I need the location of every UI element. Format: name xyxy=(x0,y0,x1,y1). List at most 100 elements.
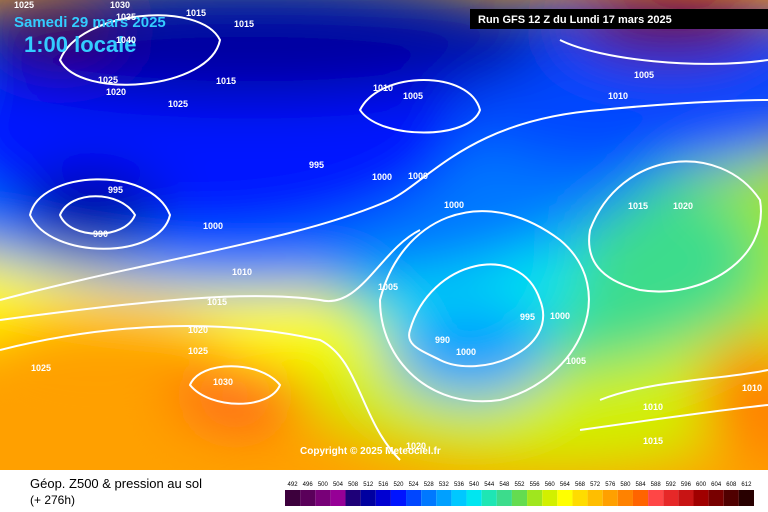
color-legend: 492 496 500 504 508 512 516 520 524 528 532 536 540 5… xyxy=(285,482,754,506)
legend-swatch xyxy=(315,490,331,506)
isobar-label: 1005 xyxy=(403,91,423,101)
legend-swatch xyxy=(663,490,679,506)
isobar-label: 1010 xyxy=(373,83,393,93)
legend-swatch xyxy=(345,490,361,506)
isobar-label: 1000 xyxy=(408,171,428,181)
legend-label: 612 xyxy=(741,482,752,488)
legend-label: 608 xyxy=(726,482,737,488)
isobar-label: 1000 xyxy=(456,347,476,357)
isobar-label: 1030 xyxy=(213,377,233,387)
legend-swatch xyxy=(632,490,649,506)
isobar-label: 1010 xyxy=(608,91,628,101)
legend-label: 500 xyxy=(318,482,329,488)
legend-swatch xyxy=(466,490,482,506)
isobar-labels: 1025 1030 1035 1040 1015 1015 1025 1020 1025 1015… xyxy=(14,0,762,451)
isobar-label: 995 xyxy=(520,312,535,322)
isobar-label: 1025 xyxy=(188,346,208,356)
isobar-label: 995 xyxy=(108,185,123,195)
legend-label: 496 xyxy=(303,482,314,488)
legend-label: 580 xyxy=(620,482,631,488)
isobars xyxy=(0,14,768,461)
isobar-label: 1020 xyxy=(673,201,693,211)
isobar-label: 1000 xyxy=(550,311,570,321)
legend-label: 572 xyxy=(590,482,601,488)
legend-label: 552 xyxy=(514,482,525,488)
time: 1:00 locale xyxy=(24,32,137,57)
legend-label: 520 xyxy=(393,482,404,488)
run-info: Run GFS 12 Z du Lundi 17 mars 2025 xyxy=(478,14,672,26)
legend-label: 576 xyxy=(605,482,616,488)
isobar-label: 1025 xyxy=(31,363,51,373)
isobar-label: 1020 xyxy=(106,87,126,97)
legend-swatch xyxy=(436,490,452,506)
legend-swatch xyxy=(481,490,497,506)
isobar-label: 1000 xyxy=(372,172,392,182)
legend-swatch xyxy=(708,490,724,506)
legend-swatch xyxy=(390,490,407,506)
isobar-label: 995 xyxy=(309,160,324,170)
legend-label: 512 xyxy=(363,482,374,488)
isobar-label: 1020 xyxy=(406,441,426,451)
isobar-label: 1025 xyxy=(14,0,34,10)
isobar-label: 1000 xyxy=(444,200,464,210)
legend-swatch xyxy=(375,490,391,506)
legend-swatch xyxy=(617,490,633,506)
legend-label: 532 xyxy=(439,482,450,488)
legend-label: 508 xyxy=(348,482,359,488)
legend-label: 544 xyxy=(484,482,495,488)
isobar-label: 1015 xyxy=(234,19,254,29)
legend-swatch xyxy=(421,490,437,506)
isobar-label: 1005 xyxy=(566,356,586,366)
isobar-label: 1010 xyxy=(232,267,252,277)
isobar-label: 1000 xyxy=(203,221,223,231)
legend-label: 584 xyxy=(636,482,647,488)
legend-label: 564 xyxy=(560,482,571,488)
legend-swatch xyxy=(648,490,664,506)
isobar-label: 1020 xyxy=(188,325,208,335)
footer-title: Géop. Z500 & pression au sol xyxy=(30,476,202,491)
legend-swatch xyxy=(738,490,754,506)
legend-swatch xyxy=(496,490,512,506)
legend-label: 600 xyxy=(696,482,707,488)
legend-swatch xyxy=(678,490,694,506)
isobar-label: 1025 xyxy=(168,99,188,109)
legend-label: 548 xyxy=(499,482,510,488)
copyright: Copyright © 2025 Meteociel.fr xyxy=(300,446,441,457)
isobar-label: 1015 xyxy=(216,76,236,86)
legend-swatch xyxy=(542,490,558,506)
legend-label: 524 xyxy=(409,482,420,488)
legend-label: 556 xyxy=(530,482,541,488)
legend-label: 604 xyxy=(711,482,722,488)
isobar-label: 1015 xyxy=(207,297,227,307)
isobar-label: 990 xyxy=(93,229,108,239)
legend-label: 540 xyxy=(469,482,480,488)
legend-label: 504 xyxy=(333,482,344,488)
isobar-label: 1015 xyxy=(628,201,648,211)
legend-swatch xyxy=(451,490,467,506)
legend-swatch xyxy=(693,490,709,506)
legend-label: 516 xyxy=(378,482,389,488)
legend-swatch xyxy=(406,490,422,506)
legend-swatch xyxy=(285,490,301,506)
legend-label: 588 xyxy=(651,482,662,488)
isobar-label: 1015 xyxy=(643,436,663,446)
legend-swatch xyxy=(587,490,603,506)
legend-label: 592 xyxy=(666,482,677,488)
legend-swatch xyxy=(511,490,528,506)
legend-label: 596 xyxy=(681,482,692,488)
legend-swatch xyxy=(723,490,739,506)
legend-swatch xyxy=(360,490,376,506)
field xyxy=(0,0,768,470)
legend-swatch xyxy=(557,490,573,506)
run-box xyxy=(470,9,768,29)
isobar-label: 1030 xyxy=(110,0,130,10)
isobar-label: 1025 xyxy=(98,75,118,85)
legend-swatch xyxy=(527,490,543,506)
legend-swatch xyxy=(330,490,346,506)
legend-label: 560 xyxy=(545,482,556,488)
footer-lead: (+ 276h) xyxy=(30,493,75,507)
isobar-label: 990 xyxy=(435,335,450,345)
legend-swatch xyxy=(300,490,316,506)
